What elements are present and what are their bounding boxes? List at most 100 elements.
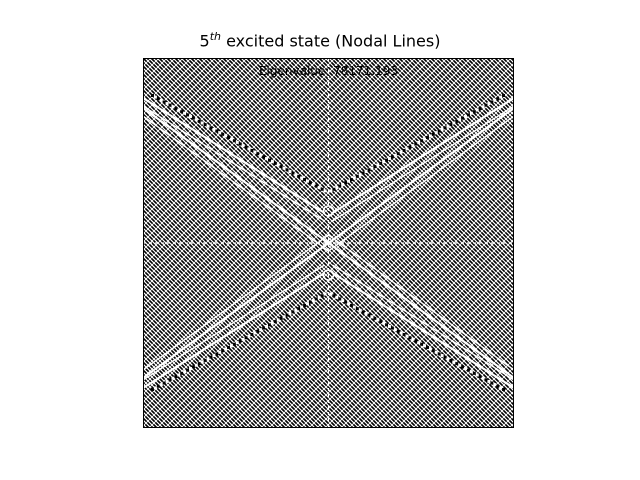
nodal-line-diag-a	[392, 58, 514, 180]
ridge-lower-right	[399, 331, 403, 335]
ridge-upper-left	[162, 100, 166, 104]
ridge-lower-right	[361, 310, 365, 314]
ridge-upper-right	[329, 189, 333, 193]
nodal-heatmap	[143, 58, 514, 428]
ridge-upper-left	[209, 126, 213, 130]
ridge-upper-left	[171, 105, 175, 109]
nodal-line-diag-a	[372, 58, 514, 200]
ridge-upper-left	[262, 155, 266, 159]
ridge-lower-right	[478, 375, 482, 379]
nodal-line-diag-a	[360, 58, 514, 212]
ridge-upper-right	[423, 137, 427, 141]
ridge-upper-left	[203, 123, 207, 127]
nodal-line-diag-b	[220, 134, 514, 428]
nodal-line-diag-b	[348, 262, 514, 428]
plot-area: Eigenvalue: 78171.193	[143, 58, 514, 428]
nodal-line-diag-a	[364, 58, 514, 208]
ridge-upper-left	[253, 150, 257, 154]
ridge-upper-right	[417, 140, 421, 144]
ridge-lower-right	[332, 294, 336, 298]
nodal-line-diag-b	[143, 58, 424, 339]
nodal-line-diag-a	[348, 58, 514, 224]
ridge-lower-right	[472, 371, 476, 375]
ridge-upper-right	[487, 102, 491, 106]
ridge-upper-left	[320, 187, 324, 191]
ridge-upper-right	[414, 142, 418, 146]
ridge-upper-left	[180, 110, 184, 114]
ridge-lower-right	[373, 316, 377, 320]
ridge-upper-right	[420, 139, 424, 143]
nodal-line-diag-b	[143, 58, 312, 227]
ridge-upper-left	[314, 184, 318, 188]
nodal-line-diag-b	[143, 58, 352, 267]
nodal-line-diag-b	[143, 58, 208, 123]
nodal-line-diag-a	[143, 267, 304, 428]
ridge-upper-right	[449, 123, 453, 127]
nodal-line-diag-a	[143, 251, 320, 428]
ridge-lower-left	[259, 328, 263, 332]
ridge-upper-left	[288, 169, 292, 173]
ridge-upper-left	[229, 137, 233, 141]
ridge-lower-left	[268, 323, 271, 327]
nodal-line-diag-a	[160, 58, 514, 412]
ridge-lower-right	[396, 329, 400, 333]
focal-ring-1	[322, 205, 335, 217]
ridge-lower-right	[443, 355, 447, 359]
ridge-lower-right	[382, 321, 386, 325]
nodal-line-diag-a	[336, 58, 514, 236]
ridge-upper-left	[303, 178, 307, 182]
ridge-lower-right	[411, 337, 415, 341]
ridge-upper-left	[206, 124, 210, 128]
ridge-upper-right	[367, 168, 371, 172]
nodal-line-diag-a	[344, 58, 514, 228]
ridge-upper-right	[493, 98, 497, 102]
nodal-line-diag-b	[372, 286, 514, 428]
ridge-upper-left	[247, 147, 251, 151]
ridge-lower-left	[317, 295, 321, 299]
ridge-lower-right	[499, 386, 503, 390]
ridge-upper-right	[332, 187, 336, 191]
ridge-lower-right	[329, 292, 333, 296]
ridge-lower-left	[244, 336, 248, 340]
ridge-upper-right	[387, 157, 391, 161]
ridge-lower-right	[390, 326, 394, 330]
nodal-line-diag-b	[244, 158, 514, 428]
ridge-lower-right	[493, 383, 497, 387]
ridge-lower-left	[297, 307, 301, 311]
ridge-lower-left	[247, 334, 251, 338]
ridge-lower-left	[180, 371, 184, 375]
ridge-upper-left	[265, 157, 269, 161]
nodal-line-diag-b	[292, 206, 514, 428]
nodal-line-diag-b	[420, 334, 514, 428]
nodal-line-diag-a	[328, 58, 514, 244]
ridge-upper-right	[349, 178, 353, 182]
nodal-line-diag-b	[143, 58, 272, 187]
nodal-line-diag-a	[143, 63, 508, 428]
ridge-upper-left	[306, 179, 310, 183]
ridge-upper-left	[238, 142, 242, 146]
ridge-upper-right	[399, 150, 403, 154]
ridge-upper-right	[458, 118, 462, 122]
nodal-line-diag-a	[143, 335, 236, 428]
nodal-line-diag-a	[143, 271, 300, 428]
ridge-lower-left	[218, 350, 222, 354]
ridge-lower-right	[358, 308, 362, 312]
ridge-upper-right	[393, 153, 397, 157]
nodal-line-diag-a	[143, 347, 224, 428]
ridge-upper-right	[411, 144, 415, 148]
nodal-line-diag-a	[143, 259, 312, 428]
ridge-lower-right	[387, 324, 391, 328]
ridge-lower-right	[335, 295, 339, 299]
ridge-upper-left	[276, 163, 280, 167]
nodal-band-edge-6	[328, 115, 514, 252]
ridge-lower-left	[238, 339, 242, 343]
ridge-upper-right	[379, 161, 383, 165]
nodal-line-diag-a	[143, 363, 208, 428]
ridge-upper-right	[373, 165, 377, 169]
nodal-line-diag-b	[332, 246, 514, 428]
ridge-upper-right	[443, 126, 447, 130]
ridge-lower-left	[253, 331, 257, 335]
ridge-upper-left	[285, 168, 289, 172]
ridge-upper-right	[484, 103, 488, 107]
nodal-line-diag-a	[356, 58, 514, 216]
